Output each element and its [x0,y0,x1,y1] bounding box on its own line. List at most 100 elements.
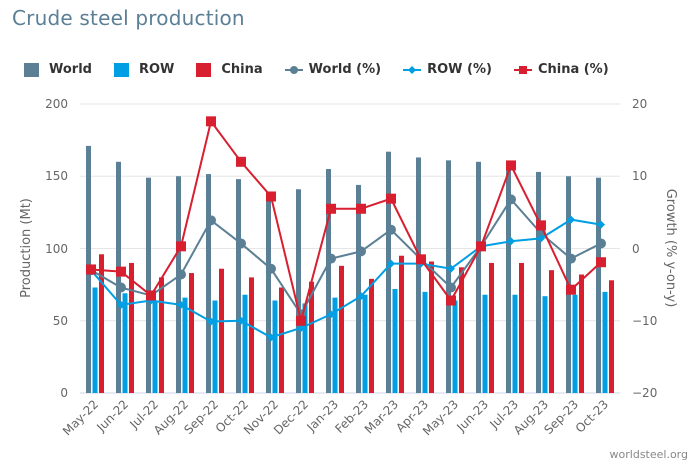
point-China (%)-Jan-23[interactable] [326,203,336,214]
point-ROW (%)-Jan-23[interactable] [327,310,335,319]
point-World (%)-Feb-23[interactable] [356,246,366,257]
point-China (%)-Dec-22[interactable] [296,315,306,326]
point-ROW (%)-Aug-23[interactable] [537,234,545,243]
bar-row-Jul-23[interactable] [512,294,518,393]
bar-row-Jul-22[interactable] [152,300,158,393]
point-World (%)-Nov-22[interactable] [266,263,276,274]
bar-world-May-23[interactable] [446,160,451,393]
point-China (%)-Oct-23[interactable] [596,257,606,268]
point-ROW (%)-Nov-22[interactable] [267,333,275,342]
bar-china-Aug-23[interactable] [549,270,554,393]
bar-china-Sep-22[interactable] [219,268,224,393]
bar-row-Oct-22[interactable] [242,294,248,393]
point-ROW (%)-Jul-23[interactable] [507,237,515,246]
point-China (%)-Jul-23[interactable] [506,160,516,171]
point-China (%)-Jul-22[interactable] [146,290,156,301]
bar-row-May-22[interactable] [92,287,98,393]
point-World (%)-Oct-23[interactable] [596,238,606,249]
point-China (%)-Sep-22[interactable] [206,116,216,127]
bar-world-Jun-22[interactable] [116,161,121,393]
bar-row-Jan-23[interactable] [332,297,338,393]
bar-world-Mar-23[interactable] [386,151,391,393]
legend-item-row-pct[interactable]: ROW (%) [403,62,492,77]
legend-item-china-pct[interactable]: China (%) [513,62,609,77]
point-World (%)-Sep-23[interactable] [566,253,576,264]
bar-china-Dec-22[interactable] [309,281,314,393]
bar-world-Aug-23[interactable] [536,171,541,393]
bar-china-Oct-23[interactable] [609,280,614,393]
bar-row-Oct-23[interactable] [602,291,608,393]
bar-row-May-23[interactable] [452,300,458,393]
bar-china-May-22[interactable] [99,254,104,393]
point-ROW (%)-Aug-22[interactable] [177,300,185,309]
point-ROW (%)-May-23[interactable] [447,264,455,273]
bar-world-Jul-22[interactable] [146,177,151,393]
bar-row-Jun-22[interactable] [122,293,128,393]
bar-china-Aug-22[interactable] [189,273,194,393]
point-China (%)-Aug-22[interactable] [176,241,186,252]
point-World (%)-Oct-22[interactable] [236,238,246,249]
legend-item-china[interactable]: China [196,62,263,77]
bar-world-Oct-23[interactable] [596,177,601,393]
bar-row-Aug-22[interactable] [182,297,188,393]
point-World (%)-May-23[interactable] [446,282,456,293]
bar-china-Nov-22[interactable] [279,287,284,393]
point-China (%)-May-23[interactable] [446,295,456,306]
point-World (%)-Jun-22[interactable] [116,282,126,293]
bar-row-Apr-23[interactable] [422,291,428,393]
point-ROW (%)-Oct-23[interactable] [597,220,605,229]
point-China (%)-Jun-22[interactable] [116,266,126,277]
bar-row-Aug-23[interactable] [542,296,548,393]
bar-world-Aug-22[interactable] [176,176,181,393]
point-China (%)-Sep-23[interactable] [566,284,576,295]
bar-row-Sep-23[interactable] [572,294,578,393]
bar-world-Dec-22[interactable] [296,189,301,393]
bar-world-Jun-23[interactable] [476,161,481,393]
bar-world-Apr-23[interactable] [416,157,421,393]
bar-world-Feb-23[interactable] [356,184,361,393]
point-ROW (%)-Dec-22[interactable] [297,323,305,332]
point-ROW (%)-Sep-22[interactable] [207,317,215,326]
point-China (%)-Oct-22[interactable] [236,156,246,167]
bar-world-Jan-23[interactable] [326,169,331,393]
legend-item-world[interactable]: World [24,62,92,77]
point-ROW (%)-Jun-22[interactable] [117,300,125,309]
point-China (%)-Apr-23[interactable] [416,254,426,265]
bar-world-Jul-23[interactable] [506,164,511,393]
point-ROW (%)-Mar-23[interactable] [387,259,395,268]
point-World (%)-Jul-23[interactable] [506,194,516,205]
bar-china-Sep-23[interactable] [579,274,584,393]
point-World (%)-Aug-22[interactable] [176,269,186,280]
bar-china-Jul-23[interactable] [519,262,524,393]
bar-china-Jun-22[interactable] [129,262,134,393]
point-China (%)-Jun-23[interactable] [476,241,486,252]
bar-china-May-23[interactable] [459,267,464,393]
bar-row-Jun-23[interactable] [482,294,488,393]
bar-row-Dec-22[interactable] [302,303,308,393]
point-China (%)-Nov-22[interactable] [266,191,276,202]
bar-world-Nov-22[interactable] [266,193,271,393]
point-China (%)-May-22[interactable] [86,264,96,275]
bar-china-Oct-22[interactable] [249,277,254,393]
bar-china-Jul-22[interactable] [159,277,164,393]
bar-china-Apr-23[interactable] [429,261,434,393]
bar-china-Mar-23[interactable] [399,255,404,393]
point-ROW (%)-Feb-23[interactable] [357,292,365,301]
bar-row-Nov-22[interactable] [272,300,278,393]
point-ROW (%)-Sep-23[interactable] [567,215,575,224]
bar-row-Sep-22[interactable] [212,300,218,393]
point-China (%)-Feb-23[interactable] [356,203,366,214]
bar-china-Jan-23[interactable] [339,265,344,393]
bar-world-Oct-22[interactable] [236,179,241,393]
legend-item-row[interactable]: ROW [113,62,174,77]
point-World (%)-Sep-22[interactable] [206,215,216,226]
point-ROW (%)-Oct-22[interactable] [237,316,245,325]
bar-world-Sep-22[interactable] [206,174,211,393]
legend-item-world-pct[interactable]: World (%) [284,62,381,77]
point-China (%)-Aug-23[interactable] [536,220,546,231]
bar-china-Jun-23[interactable] [489,262,494,393]
bar-row-Mar-23[interactable] [392,288,398,393]
point-World (%)-Jan-23[interactable] [326,253,336,264]
point-China (%)-Mar-23[interactable] [386,193,396,204]
bar-china-Feb-23[interactable] [369,278,374,393]
